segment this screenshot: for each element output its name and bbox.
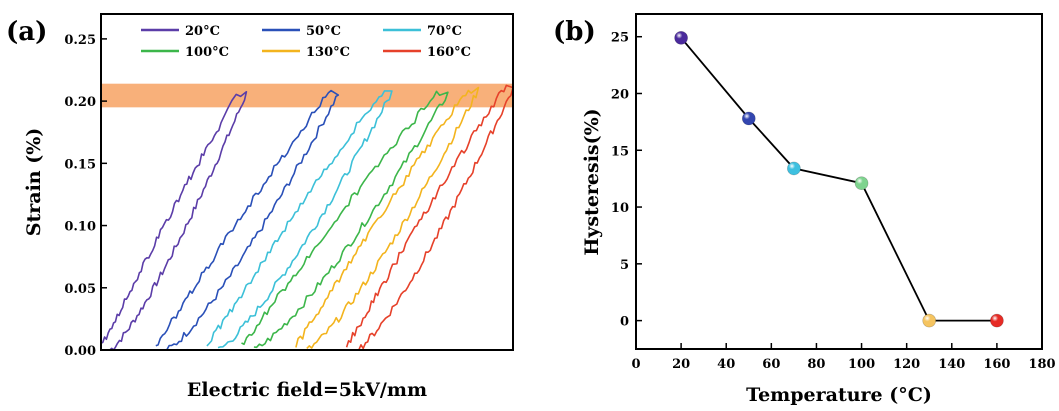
strain-curve-130c [295, 86, 480, 349]
x-tick-label-b: 120 [893, 357, 920, 372]
plot-b-frame [635, 13, 1043, 350]
y-tick-label-a: 0.10 [64, 220, 96, 235]
strain-curve-160c [345, 84, 514, 351]
y-tick-label-b: 5 [620, 258, 629, 273]
y-tick-label-a: 0.15 [64, 157, 96, 172]
legend-a: 20°C 50°C 70°C 100°C 130°C 160°C [141, 24, 471, 60]
x-tick-label-b: 180 [1028, 357, 1055, 372]
y-tick-label-a: 0.25 [64, 33, 96, 48]
hysteresis-line [680, 37, 997, 322]
legend-label: 70°C [427, 24, 462, 39]
x-tick-label-b: 80 [807, 357, 825, 372]
x-tick-label-b: 160 [983, 357, 1010, 372]
hysteresis-line-path [680, 37, 997, 322]
y-tick-label-b: 0 [620, 315, 629, 330]
legend-label: 50°C [306, 24, 341, 39]
x-axis-title-a: Electric field=5kV/mm [187, 379, 427, 401]
plot-a-frame [100, 13, 514, 351]
legend-label: 20°C [185, 24, 220, 39]
data-point [741, 111, 756, 126]
strain-curve-50c [155, 89, 340, 351]
y-tick-label-b: 20 [611, 87, 629, 102]
x-tick-label-b: 60 [762, 357, 780, 372]
strain-curve-100c [241, 90, 449, 349]
x-tick-label-b: 100 [848, 357, 875, 372]
y-tick-label-a: 0.05 [64, 282, 96, 297]
y-tick-label-b: 15 [611, 144, 629, 159]
x-axis-title-b: Temperature (°C) [746, 384, 932, 406]
legend-label: 100°C [185, 45, 229, 60]
y-tick-label-b: 10 [611, 201, 629, 216]
x-tick-label-b: 140 [938, 357, 965, 372]
panel-b-label: (b) [553, 17, 596, 47]
y-axis-title-b: Hysteresis(%) [581, 108, 603, 255]
strain-curve-70c [206, 90, 393, 349]
strain-curves [100, 84, 514, 351]
panel-a: (a) 0.00 0.05 0.10 0.15 0.20 0.25 20°C 50°C 70°… [6, 13, 514, 401]
y-axis-title-a: Strain (%) [23, 128, 45, 237]
panel-b: (b) 0 20 40 60 80 100 120 140 160 180 0 5 10 15 20 25 H… [553, 13, 1056, 406]
hysteresis-points [674, 31, 1004, 328]
data-point [922, 313, 937, 328]
data-point [990, 313, 1004, 328]
axis-ticks-b: 0 20 40 60 80 100 120 140 160 180 0 5 10 15 20 25 [611, 31, 1056, 372]
y-tick-label-a: 0.00 [64, 344, 96, 359]
data-point [787, 161, 801, 176]
y-axis-ticks-a: 0.00 0.05 0.10 0.15 0.20 0.25 [64, 33, 107, 359]
data-point [854, 176, 869, 191]
y-tick-label-a: 0.20 [64, 95, 96, 110]
panel-a-label: (a) [6, 17, 47, 47]
y-tick-label-b: 25 [611, 31, 629, 46]
x-tick-label-b: 40 [717, 357, 735, 372]
strain-curve-20c [100, 91, 248, 351]
x-tick-label-b: 0 [631, 357, 640, 372]
data-point [674, 31, 688, 45]
highlight-band [102, 83, 512, 108]
x-tick-label-b: 20 [672, 357, 690, 372]
legend-label: 160°C [427, 45, 471, 60]
legend-label: 130°C [306, 45, 350, 60]
